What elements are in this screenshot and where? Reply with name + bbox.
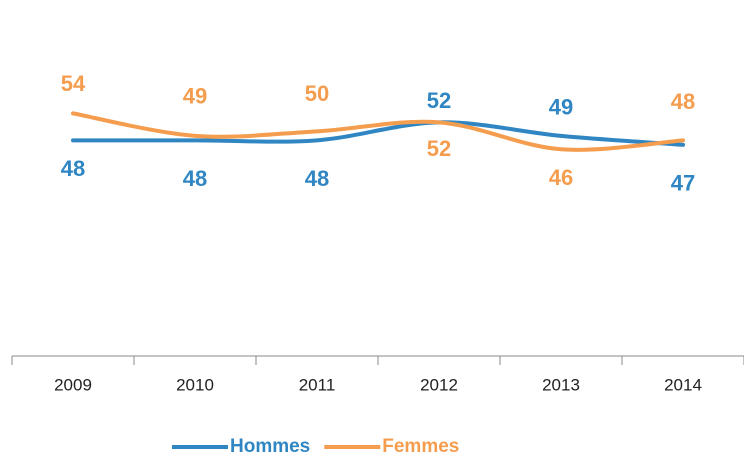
data-label: 48	[671, 89, 695, 114]
data-label: 48	[183, 166, 207, 191]
data-label: 48	[305, 166, 329, 191]
legend-label: Hommes	[230, 436, 310, 457]
x-tick-label: 2011	[299, 375, 336, 394]
x-tick-label: 2010	[176, 375, 214, 394]
data-label: 52	[427, 136, 451, 161]
x-tick-label: 2012	[420, 375, 458, 394]
data-label: 47	[671, 171, 695, 196]
legend-label: Femmes	[382, 436, 459, 457]
line-series	[71, 111, 685, 152]
data-label: 54	[61, 71, 86, 96]
data-label: 48	[61, 156, 85, 181]
data-label: 49	[549, 95, 573, 120]
line-series	[71, 120, 685, 147]
data-label: 49	[183, 84, 207, 109]
data-label: 52	[427, 88, 451, 113]
x-tick-label: 2014	[664, 375, 702, 394]
x-tick-label: 2009	[54, 375, 92, 394]
data-label: 46	[549, 165, 573, 190]
x-tick-label: 2013	[542, 375, 580, 394]
data-label: 50	[305, 81, 329, 106]
